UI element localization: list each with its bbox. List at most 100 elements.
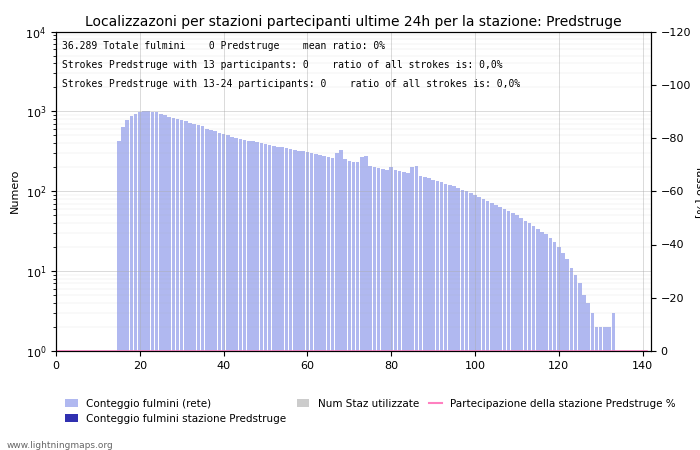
Bar (96, 351, 99, 450)
Bar (306, 152, 309, 450)
Bar (524, 220, 527, 450)
Bar (88, 351, 91, 450)
Bar (431, 180, 435, 450)
Bar (364, 156, 368, 450)
Bar (125, 120, 129, 450)
Bar (507, 211, 510, 450)
Bar (377, 168, 380, 450)
Bar (389, 167, 393, 450)
Bar (66, 351, 71, 450)
Bar (498, 207, 502, 450)
Bar (566, 260, 569, 450)
Bar (406, 173, 410, 450)
Bar (578, 284, 582, 450)
Bar (272, 146, 276, 450)
Bar (222, 134, 225, 450)
Bar (553, 242, 556, 450)
Bar (612, 313, 615, 450)
Bar (71, 351, 74, 450)
Bar (448, 185, 452, 450)
Partecipazione della stazione Predstruge % (232, 348, 240, 354)
Bar (645, 351, 649, 450)
Bar (264, 144, 267, 450)
Bar (310, 153, 314, 450)
Text: Strokes Predstruge with 13-24 participants: 0    ratio of all strokes is: 0,0%: Strokes Predstruge with 13-24 participan… (62, 79, 520, 90)
Bar (142, 111, 146, 450)
Bar (113, 351, 116, 450)
Bar (331, 158, 335, 450)
Bar (62, 351, 66, 450)
Bar (205, 129, 209, 450)
Bar (423, 177, 426, 450)
Bar (146, 111, 150, 450)
Bar (461, 189, 464, 450)
Bar (410, 167, 414, 450)
Bar (214, 131, 217, 450)
Bar (473, 195, 477, 450)
Bar (281, 147, 284, 450)
Bar (519, 218, 523, 450)
Bar (234, 138, 238, 450)
Bar (298, 151, 301, 450)
Bar (172, 118, 175, 450)
Y-axis label: Tasso [%]: Tasso [%] (695, 165, 700, 218)
Bar (150, 112, 154, 450)
Bar (561, 253, 565, 450)
Partecipazione della stazione Predstruge % (52, 348, 60, 354)
Partecipazione della stazione Predstruge % (643, 348, 651, 354)
Bar (633, 351, 636, 450)
Bar (226, 135, 230, 450)
Bar (503, 209, 506, 450)
Bar (444, 184, 447, 450)
Bar (528, 223, 531, 450)
Partecipazione della stazione Predstruge % (425, 348, 433, 354)
Bar (108, 351, 112, 450)
Bar (414, 166, 418, 450)
Bar (381, 169, 384, 450)
Bar (385, 170, 389, 450)
Bar (629, 351, 632, 450)
Bar (549, 238, 552, 450)
Bar (511, 213, 514, 450)
Bar (209, 130, 213, 450)
Bar (239, 139, 242, 450)
Bar (121, 127, 125, 450)
Bar (218, 133, 221, 450)
Text: Strokes Predstruge with 13 participants: 0    ratio of all strokes is: 0,0%: Strokes Predstruge with 13 participants:… (62, 60, 503, 70)
Bar (92, 351, 95, 450)
Bar (247, 141, 251, 450)
Bar (285, 148, 288, 450)
Bar (582, 295, 586, 450)
Partecipazione della stazione Predstruge % (362, 348, 370, 354)
Bar (201, 126, 204, 450)
Bar (591, 313, 594, 450)
Bar (180, 120, 183, 450)
Bar (138, 112, 141, 450)
Bar (368, 166, 372, 450)
Bar (486, 201, 489, 450)
Bar (398, 171, 401, 450)
Bar (440, 182, 443, 450)
Bar (256, 142, 259, 450)
Bar (608, 327, 611, 450)
Bar (184, 122, 188, 450)
Bar (640, 351, 645, 450)
Bar (134, 113, 137, 450)
Bar (419, 176, 422, 450)
Bar (360, 157, 364, 450)
Bar (356, 162, 360, 450)
Bar (188, 123, 192, 450)
Bar (343, 159, 347, 450)
Bar (351, 162, 356, 450)
Bar (477, 197, 481, 450)
Y-axis label: Numero: Numero (10, 169, 20, 213)
Bar (372, 167, 376, 450)
Bar (599, 327, 603, 450)
Bar (587, 303, 590, 450)
Bar (100, 351, 104, 450)
Text: www.lightningmaps.org: www.lightningmaps.org (7, 441, 113, 450)
Bar (289, 149, 293, 450)
Bar (536, 229, 540, 450)
Bar (268, 145, 272, 450)
Bar (402, 172, 405, 450)
